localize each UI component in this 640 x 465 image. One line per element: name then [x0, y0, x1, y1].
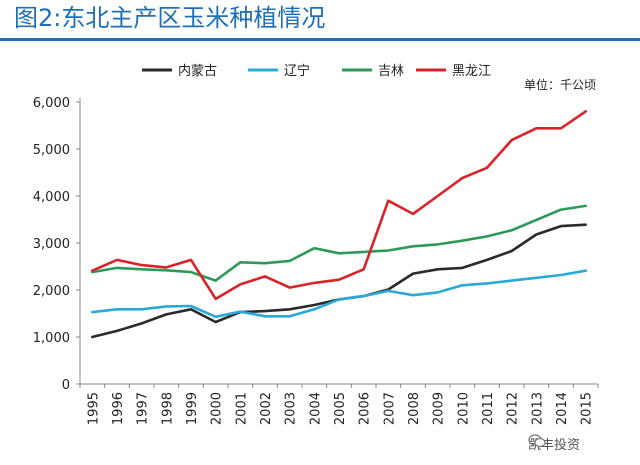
title-rule	[0, 38, 640, 41]
series-layer	[91, 110, 588, 339]
x-tick-label: 2014	[555, 392, 570, 425]
watermark: 凯丰投资	[528, 434, 580, 453]
wechat-icon	[528, 434, 546, 448]
y-tick-label: 3,000	[33, 237, 70, 252]
chart-legend: 内蒙古 辽宁 吉林 黑龙江	[142, 63, 491, 79]
x-tick-label: 2007	[382, 392, 397, 425]
x-tick-label: 2001	[234, 392, 249, 425]
x-tick-label: 1997	[136, 392, 151, 425]
y-tick-label: 4,000	[33, 190, 70, 205]
x-tick-label: 2002	[259, 392, 274, 425]
x-tick-label: 1996	[111, 392, 126, 425]
x-tick-label: 2005	[333, 392, 348, 425]
figure-title: 图2:东北主产区玉米种植情况	[14, 4, 326, 32]
legend-label: 黑龙江	[452, 64, 491, 79]
chart-axes: 0 1,000 2,000 3,000 4,000 5,000 6,000 1995 1996 1…	[33, 96, 599, 425]
x-tick-label: 2012	[506, 392, 521, 425]
x-tick-label: 2009	[432, 392, 447, 425]
x-tick-label: 2000	[210, 392, 225, 425]
x-tick-label: 2010	[456, 392, 471, 425]
unit-label: 单位：千公顷	[524, 77, 596, 92]
y-tick-label: 6,000	[33, 96, 70, 111]
x-tick-label: 2015	[580, 392, 595, 425]
x-tick-label: 2003	[284, 392, 299, 425]
x-tick-label: 1999	[185, 392, 200, 425]
x-tick-label: 1998	[160, 392, 175, 425]
legend-label: 辽宁	[284, 63, 310, 79]
series-line-2	[91, 204, 588, 282]
legend-label: 内蒙古	[178, 63, 217, 79]
y-tick-label: 0	[62, 378, 70, 393]
legend-label: 吉林	[378, 64, 404, 79]
series-line-3	[91, 110, 588, 301]
series-line-1	[91, 269, 588, 319]
y-tick-label: 1,000	[33, 331, 70, 346]
x-tick-label: 2011	[481, 392, 496, 425]
x-tick-label: 2013	[530, 392, 545, 425]
x-tick-label: 2008	[407, 392, 422, 425]
y-tick-label: 2,000	[33, 284, 70, 299]
x-tick-label: 2004	[308, 392, 323, 425]
x-tick-label: 1995	[86, 392, 101, 425]
y-tick-label: 5,000	[33, 143, 70, 158]
x-tick-label: 2006	[358, 392, 373, 425]
